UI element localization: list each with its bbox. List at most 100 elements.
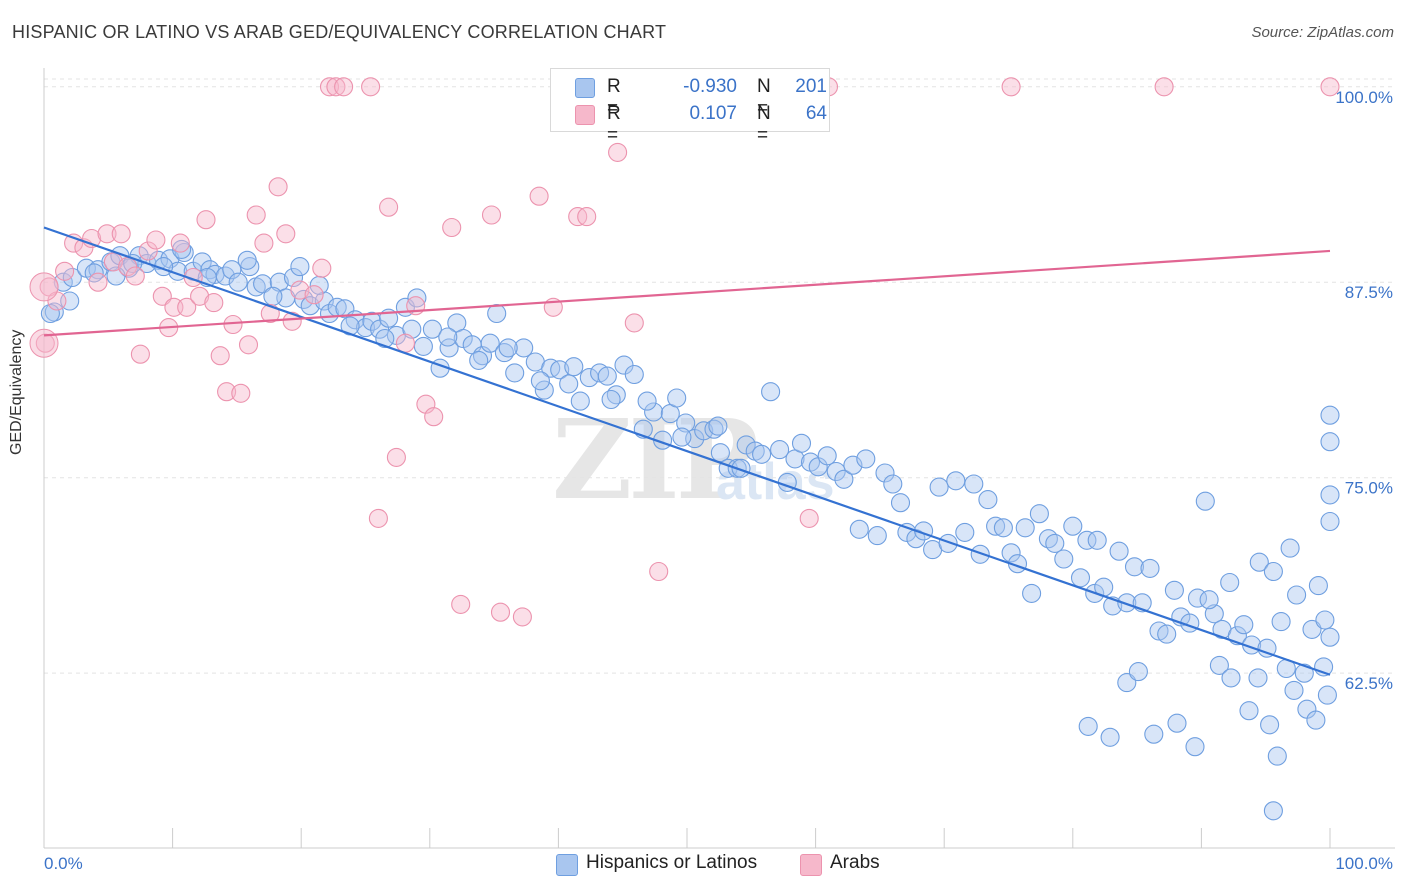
data-point-hispanic [362, 311, 382, 331]
y-tick-label: 75.0% [1345, 479, 1393, 498]
data-point-hispanic [986, 516, 1006, 536]
data-point-hispanic [1157, 624, 1177, 644]
data-point-hispanic [1320, 511, 1340, 532]
data-point-arab [529, 186, 549, 206]
data-point-hispanic [1185, 737, 1205, 757]
data-point-arab [146, 230, 166, 250]
data-point-hispanic [1001, 543, 1021, 563]
data-point-hispanic [1029, 504, 1049, 524]
data-point-hispanic [761, 382, 781, 402]
data-point-hispanic [590, 363, 610, 383]
data-point-arab [217, 382, 237, 402]
data-point-hispanic [955, 522, 975, 542]
data-point-hispanic [174, 242, 194, 263]
series-arab [35, 77, 1340, 627]
data-point-arab [138, 241, 158, 261]
data-point-hispanic [1315, 610, 1335, 630]
legend-swatch-arab [800, 854, 822, 876]
data-point-hispanic [644, 402, 664, 422]
data-point-hispanic [570, 391, 590, 411]
data-point-hispanic [228, 272, 248, 292]
data-point-hispanic [856, 449, 876, 469]
data-point-hispanic [1306, 710, 1326, 730]
data-point-hispanic [1022, 583, 1042, 603]
data-point-hispanic [1308, 576, 1328, 596]
data-point-arab [125, 266, 145, 286]
legend-r-value: -0.930 [683, 76, 737, 97]
data-point-hispanic [964, 474, 984, 494]
data-point-hispanic [938, 533, 958, 553]
data-point-hispanic [694, 421, 714, 441]
data-point-hispanic [890, 493, 911, 513]
data-point-hispanic [1015, 518, 1035, 538]
data-point-hispanic [708, 416, 728, 436]
data-point-hispanic [1087, 530, 1107, 550]
data-point-hispanic [1320, 432, 1340, 452]
data-point-hispanic [407, 288, 427, 308]
data-point-hispanic [752, 444, 772, 464]
data-point-arab [1001, 77, 1021, 97]
data-point-hispanic [1302, 619, 1322, 639]
data-point-hispanic [514, 338, 534, 358]
x-tick-label-min: 0.0% [44, 854, 83, 873]
data-point-arab [481, 205, 502, 225]
data-point-hispanic [237, 250, 257, 270]
data-point-arab [799, 508, 819, 528]
data-point-arab [379, 197, 399, 217]
data-point-hispanic [1294, 663, 1314, 683]
data-point-arab [608, 142, 628, 162]
data-point-hispanic [1320, 485, 1340, 505]
data-point-hispanic [1263, 561, 1283, 582]
data-point-arab [276, 224, 296, 244]
data-point-hispanic [263, 286, 283, 306]
data-point-hispanic [601, 389, 621, 410]
data-point-hispanic [559, 374, 579, 394]
data-point-hispanic [637, 391, 657, 411]
legend-r-value: 0.107 [689, 103, 737, 124]
data-point-arab [103, 252, 123, 272]
data-point-hispanic [1070, 568, 1091, 588]
data-point-arab [260, 303, 280, 324]
data-point-hispanic [530, 371, 550, 391]
trend-line-hispanic [43, 226, 1331, 676]
data-point-hispanic [1109, 541, 1129, 561]
y-tick-label: 100.0% [1335, 88, 1393, 107]
data-point-hispanic [1078, 716, 1098, 736]
legend-r-label: R = [607, 76, 621, 119]
data-point-hispanic [290, 257, 310, 277]
data-point-hispanic [534, 380, 554, 400]
data-point-hispanic [867, 526, 887, 546]
data-point-arab [319, 77, 340, 97]
grid-layer [44, 78, 1395, 674]
source-credit: Source: ZipAtlas.com [1251, 24, 1394, 41]
data-point-hispanic [375, 328, 395, 349]
data-point-hispanic [1257, 638, 1277, 658]
data-point-arab [177, 297, 197, 317]
data-point-arab [196, 210, 216, 230]
data-point-arab [624, 313, 644, 333]
data-point-hispanic [84, 263, 104, 283]
legend-swatch-arab [575, 105, 595, 125]
data-point-hispanic [1220, 572, 1240, 593]
data-point-hispanic [1077, 530, 1097, 550]
data-point-hispanic [498, 338, 518, 358]
data-point-hispanic [1140, 558, 1160, 578]
data-point-arab [282, 311, 302, 331]
data-point-hispanic [300, 296, 320, 316]
data-point-hispanic [875, 463, 895, 483]
data-point-arab [246, 205, 266, 225]
data-point-arab [97, 224, 117, 244]
data-point-hispanic [1204, 604, 1224, 624]
data-point-arab [490, 602, 511, 622]
data-point-hispanic [487, 303, 507, 324]
data-point-arab [304, 285, 324, 305]
data-point-arab [1320, 77, 1340, 97]
data-point-hispanic [1287, 585, 1307, 605]
data-point-arab [152, 286, 172, 306]
data-point-hispanic [422, 319, 442, 339]
data-point-hispanic [1063, 516, 1083, 536]
data-point-hispanic [993, 518, 1013, 538]
data-point-hispanic [1320, 405, 1340, 425]
data-point-hispanic [1164, 580, 1184, 600]
